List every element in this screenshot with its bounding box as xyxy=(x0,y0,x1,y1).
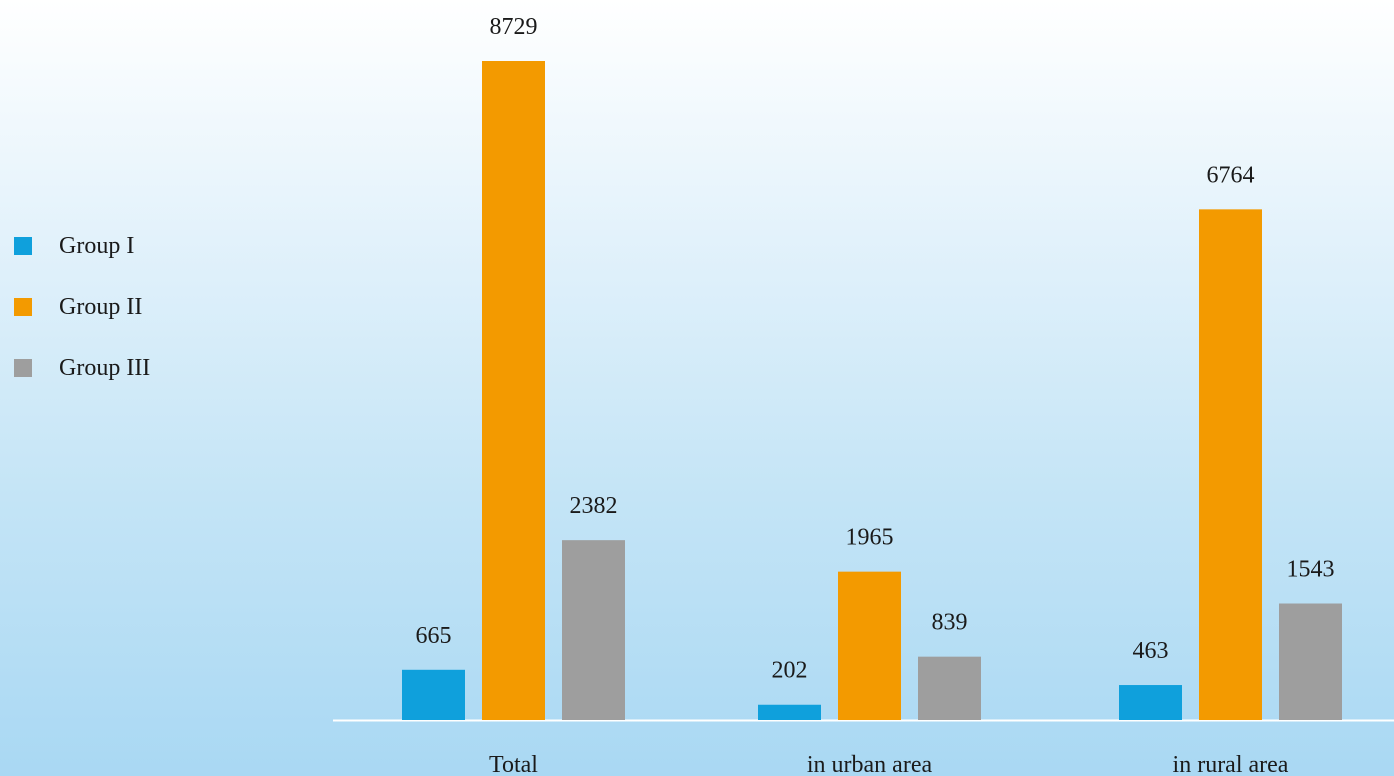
legend-swatch-group-2 xyxy=(14,298,32,316)
data-label-2-2: 1965 xyxy=(846,525,894,551)
bar-3-1 xyxy=(562,540,625,720)
data-label-2-3: 6764 xyxy=(1207,162,1255,188)
data-label-3-1: 2382 xyxy=(570,493,618,519)
legend-item-group-1: Group I xyxy=(14,226,150,266)
category-label-2: in urban area xyxy=(807,752,933,776)
bar-2-3 xyxy=(1199,209,1262,720)
data-label-1-1: 665 xyxy=(416,623,452,649)
bar-2-1 xyxy=(482,61,545,720)
data-label-3-2: 839 xyxy=(932,610,968,636)
bar-2-2 xyxy=(838,571,901,720)
bar-1-3 xyxy=(1119,685,1182,720)
category-label-3: in rural area xyxy=(1173,752,1289,776)
legend-item-group-2: Group II xyxy=(14,287,150,327)
bar-1-1 xyxy=(402,669,465,720)
data-label-1-2: 202 xyxy=(772,658,808,684)
legend-label-group-2: Group II xyxy=(59,293,143,320)
bar-3-2 xyxy=(918,656,981,720)
legend: Group I Group II Group III xyxy=(14,226,150,409)
bar-1-2 xyxy=(758,704,821,720)
data-label-1-3: 463 xyxy=(1133,638,1169,664)
legend-swatch-group-3 xyxy=(14,359,32,377)
legend-label-group-1: Group I xyxy=(59,232,135,259)
data-label-3-3: 1543 xyxy=(1287,557,1335,583)
category-label-1: Total xyxy=(489,752,538,776)
legend-swatch-group-1 xyxy=(14,237,32,255)
legend-label-group-3: Group III xyxy=(59,354,151,381)
bar-3-3 xyxy=(1279,603,1342,720)
data-label-2-1: 8729 xyxy=(490,14,538,40)
legend-item-group-3: Group III xyxy=(14,348,150,388)
